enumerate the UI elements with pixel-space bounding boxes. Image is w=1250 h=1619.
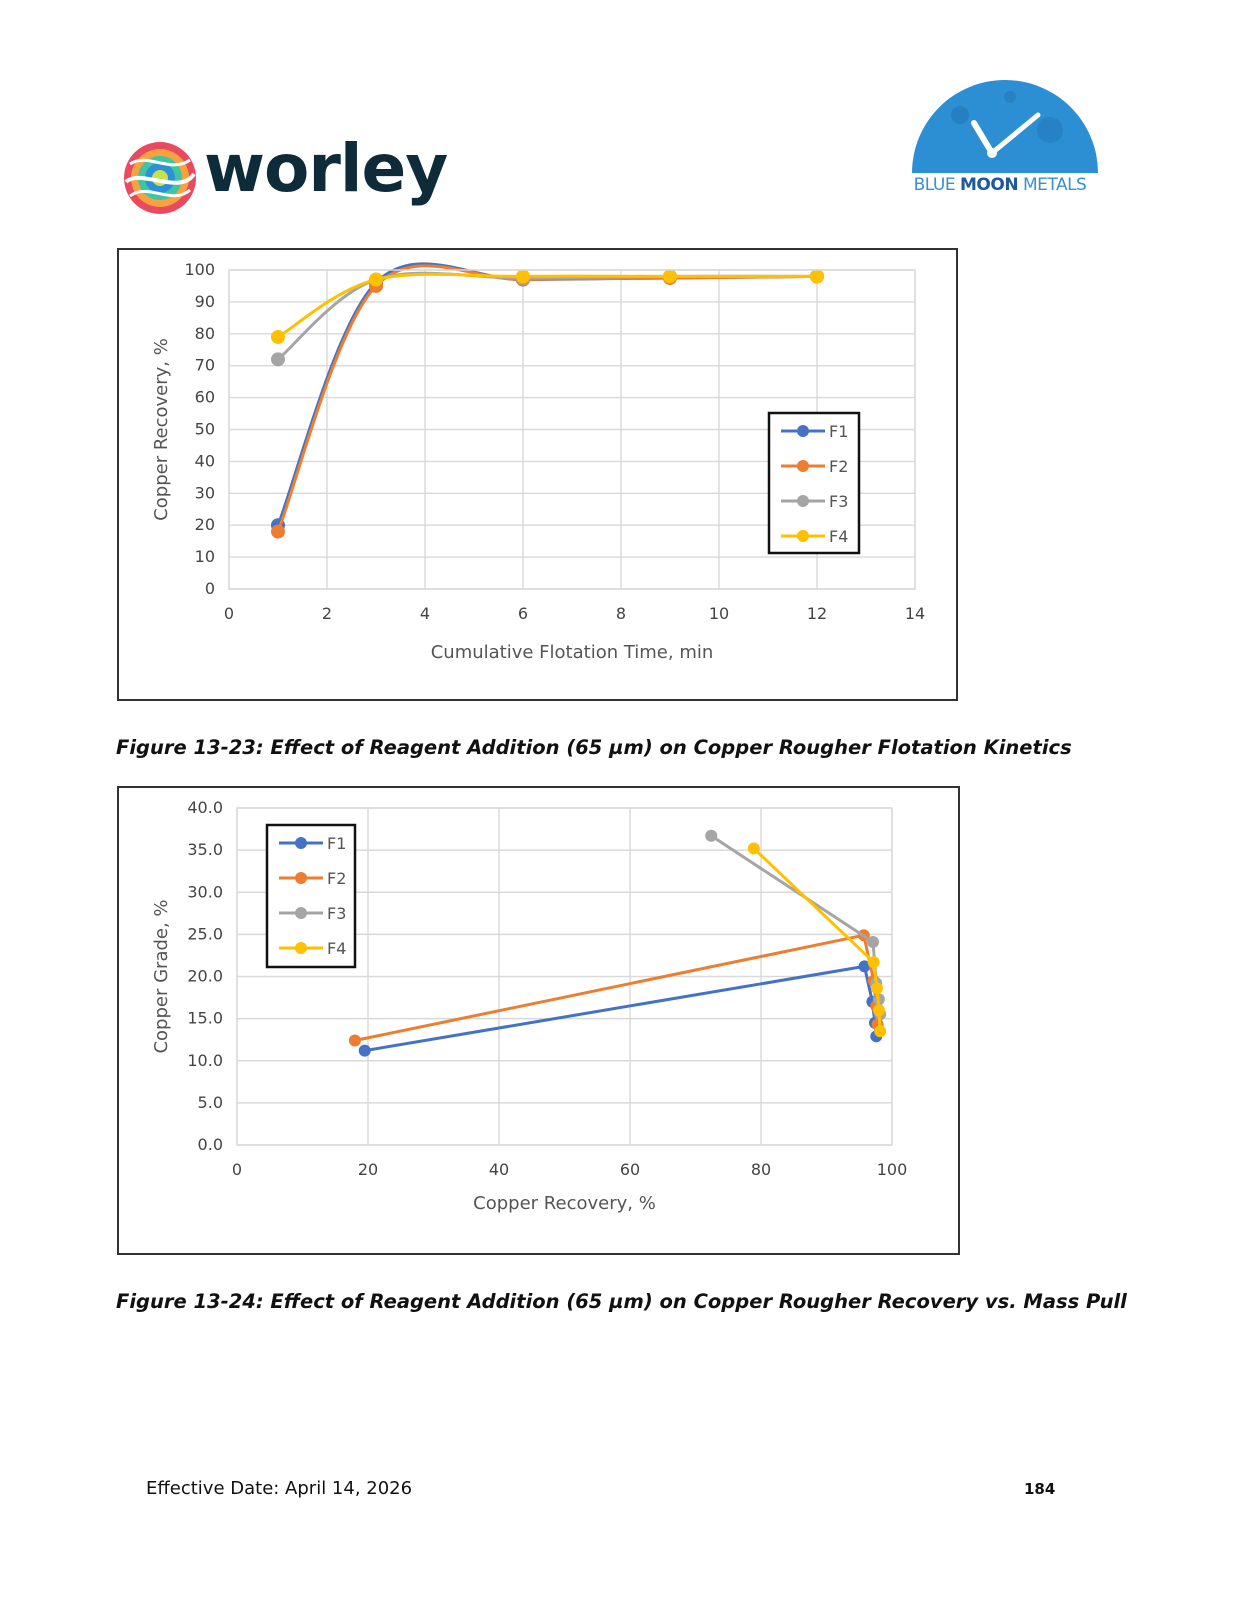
y-tick-label: 40.0 xyxy=(187,798,223,817)
blue-moon-metals-logo-text: BLUE MOON METALS xyxy=(902,175,1098,195)
series-line-f2 xyxy=(354,933,880,1042)
data-point-f4 xyxy=(271,329,285,344)
y-tick-label: 40 xyxy=(195,451,215,470)
legend-label-f2: F2 xyxy=(327,869,346,888)
x-tick-label: 4 xyxy=(420,604,430,623)
legend-swatch-marker-f2 xyxy=(295,872,307,884)
legend-label-f4: F4 xyxy=(327,939,346,958)
figure-caption-13-23: Figure 13-23: Effect of Reagent Addition… xyxy=(116,736,1072,759)
legend-label-f3: F3 xyxy=(327,904,346,923)
y-tick-label: 20 xyxy=(195,515,215,534)
legend-swatch-marker-f2 xyxy=(797,460,809,472)
y-tick-label: 20.0 xyxy=(187,967,223,986)
x-tick-label: 60 xyxy=(620,1160,640,1179)
y-tick-label: 35.0 xyxy=(187,840,223,859)
legend-label-f2: F2 xyxy=(829,457,848,476)
y-axis-label: Copper Recovery, % xyxy=(151,338,172,521)
legend: F1 F2 F3 F4 xyxy=(767,411,861,555)
y-tick-label: 0.0 xyxy=(198,1135,223,1154)
legend-box xyxy=(767,411,861,555)
x-tick-label: 0 xyxy=(232,1160,242,1179)
y-tick-label: 50 xyxy=(195,420,215,439)
legend-swatch-marker-f4 xyxy=(295,942,307,954)
data-point-f4 xyxy=(874,1025,887,1038)
data-point-f1 xyxy=(858,960,871,973)
data-point-f4 xyxy=(369,272,383,287)
data-point-f3 xyxy=(867,935,880,948)
x-tick-label: 10 xyxy=(709,604,729,623)
chart-recovery-vs-grade-svg: 0 20 40 60 80 100 0.0 5.0 10.0 15.0 20.0 25.0 30.0 35… xyxy=(151,798,908,1214)
x-tick-label: 2 xyxy=(322,604,332,623)
data-point-f4 xyxy=(663,269,677,284)
y-tick-label: 10 xyxy=(195,547,215,566)
legend-label-f1: F1 xyxy=(829,422,848,441)
series-line-f1 xyxy=(364,964,878,1053)
chart-flotation-kinetics-svg: 0 2 4 6 8 10 12 14 0 10 20 30 40 50 60 70 80 90 100 Cumulat… xyxy=(151,260,925,663)
data-point-f4 xyxy=(747,842,760,855)
moon-clock-icon xyxy=(912,80,1098,173)
y-tick-label: 10.0 xyxy=(187,1051,223,1070)
footer-effective-date: Effective Date: April 14, 2026 xyxy=(146,1478,413,1499)
data-point-f2 xyxy=(271,524,285,539)
legend-box xyxy=(265,823,357,969)
logo-text-moon: MOON xyxy=(960,175,1019,195)
y-tick-label: 100 xyxy=(184,260,215,279)
logo-text-metals: METALS xyxy=(1018,175,1087,195)
logo-text-blue: BLUE xyxy=(913,175,961,195)
data-point-f4 xyxy=(810,269,824,284)
data-point-f4 xyxy=(872,1004,885,1017)
data-point-f4 xyxy=(870,982,883,995)
worley-logo-text: worley xyxy=(204,130,448,207)
x-tick-label: 6 xyxy=(518,604,528,623)
y-tick-label: 60 xyxy=(195,388,215,407)
x-tick-label: 8 xyxy=(616,604,626,623)
y-tick-label: 0 xyxy=(205,579,215,598)
blue-moon-metals-logo: BLUE MOON METALS xyxy=(900,75,1110,205)
data-point-f1 xyxy=(358,1044,371,1057)
data-point-f3 xyxy=(705,829,718,842)
x-tick-label: 40 xyxy=(489,1160,509,1179)
y-tick-label: 80 xyxy=(195,324,215,343)
x-tick-label: 12 xyxy=(807,604,827,623)
series-line-f1 xyxy=(276,262,818,526)
y-axis-label: Copper Grade, % xyxy=(151,899,172,1053)
legend-swatch-marker-f1 xyxy=(295,837,307,849)
legend-label-f3: F3 xyxy=(829,492,848,511)
worley-logo: worley xyxy=(120,130,450,220)
x-axis-label: Cumulative Flotation Time, min xyxy=(431,642,714,663)
legend-swatch-marker-f3 xyxy=(797,495,809,507)
y-tick-label: 90 xyxy=(195,292,215,311)
legend-label-f4: F4 xyxy=(829,527,848,546)
y-tick-label: 15.0 xyxy=(187,1009,223,1028)
y-tick-label: 5.0 xyxy=(198,1093,223,1112)
data-point-f4 xyxy=(516,269,530,284)
legend-swatch-marker-f1 xyxy=(797,425,809,437)
y-tick-label: 30 xyxy=(195,483,215,502)
worley-swirl-icon xyxy=(124,142,196,214)
data-point-f3 xyxy=(271,352,285,367)
chart-recovery-vs-grade: 0 20 40 60 80 100 0.0 5.0 10.0 15.0 20.0 25.0 30.0 35… xyxy=(117,786,960,1255)
chart-flotation-kinetics: 0 2 4 6 8 10 12 14 0 10 20 30 40 50 60 70 80 90 100 Cumulat… xyxy=(117,248,958,701)
x-tick-label: 0 xyxy=(224,604,234,623)
x-tick-label: 100 xyxy=(877,1160,908,1179)
data-point-f2 xyxy=(348,1034,361,1047)
x-tick-label: 80 xyxy=(751,1160,771,1179)
plot-area-border xyxy=(228,269,916,590)
x-tick-label: 14 xyxy=(905,604,925,623)
data-point-f4 xyxy=(867,956,880,969)
plot-area-border xyxy=(236,807,893,1146)
y-tick-label: 25.0 xyxy=(187,924,223,943)
legend-swatch-marker-f3 xyxy=(295,907,307,919)
footer-page-number: 184 xyxy=(1024,1480,1056,1498)
legend-swatch-marker-f4 xyxy=(797,530,809,542)
legend: F1 F2 F3 F4 xyxy=(265,823,357,969)
figure-caption-13-24: Figure 13-24: Effect of Reagent Addition… xyxy=(116,1290,1127,1313)
x-axis-label: Copper Recovery, % xyxy=(473,1193,656,1214)
y-tick-label: 30.0 xyxy=(187,882,223,901)
y-tick-label: 70 xyxy=(195,356,215,375)
x-tick-label: 20 xyxy=(358,1160,378,1179)
legend-label-f1: F1 xyxy=(327,834,346,853)
